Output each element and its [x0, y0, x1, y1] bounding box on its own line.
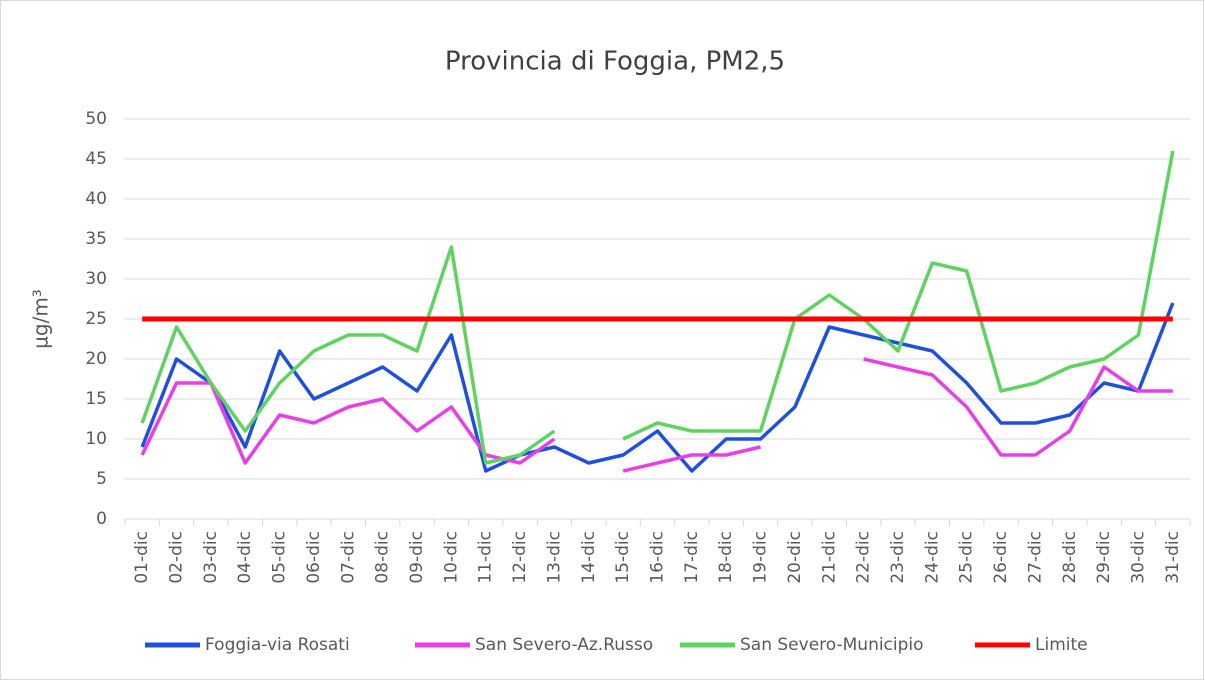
series-line [140, 302, 1175, 473]
x-tick-label: 04-dic [235, 531, 255, 584]
y-tick-label: 50 [85, 109, 107, 129]
y-tick-label: 45 [85, 149, 107, 169]
y-tick-label: 20 [85, 349, 107, 369]
x-tick-label: 14-dic [579, 531, 599, 584]
y-tick-label: 15 [85, 389, 107, 409]
chart-title: Provincia di Foggia, PM2,5 [445, 47, 785, 77]
x-tick-label: 30-dic [1128, 531, 1148, 584]
series-line [140, 150, 1175, 465]
x-tick-label: 23-dic [888, 531, 908, 584]
legend-label: San Severo-Az.Russo [475, 635, 653, 655]
x-tick-label: 06-dic [304, 531, 324, 584]
legend-label: Foggia-via Rosati [205, 635, 350, 655]
y-tick-label: 0 [96, 509, 107, 529]
x-tick-label: 26-dic [991, 531, 1011, 584]
y-axis-label: µg/m³ [29, 289, 53, 349]
x-tick-label: 31-dic [1163, 531, 1183, 584]
x-tick-label: 10-dic [441, 531, 461, 584]
legend-label: San Severo-Municipio [740, 635, 924, 655]
x-tick-label: 11-dic [476, 531, 496, 584]
y-tick-label: 5 [96, 469, 107, 489]
x-tick-label: 03-dic [201, 531, 221, 584]
x-tick-label: 18-dic [716, 531, 736, 584]
x-tick-label: 24-dic [922, 531, 942, 584]
x-tick-label: 02-dic [167, 531, 187, 584]
x-tick-label: 15-dic [613, 531, 633, 584]
x-tick-label: 28-dic [1060, 531, 1080, 584]
x-tick-label: 16-dic [648, 531, 668, 584]
x-tick-label: 27-dic [1025, 531, 1045, 584]
x-tick-label: 17-dic [682, 531, 702, 584]
x-tick-label: 07-dic [338, 531, 358, 584]
x-tick-label: 12-dic [510, 531, 530, 584]
x-tick-label: 19-dic [751, 531, 771, 584]
x-tick-label: 09-dic [407, 531, 427, 584]
x-tick-label: 20-dic [785, 531, 805, 584]
y-tick-label: 25 [85, 309, 107, 329]
x-tick-label: 25-dic [957, 531, 977, 584]
y-tick-label: 35 [85, 229, 107, 249]
x-tick-label: 29-dic [1094, 531, 1114, 584]
legend-label: Limite [1035, 635, 1088, 655]
x-tick-label: 01-dic [132, 531, 152, 584]
y-tick-label: 40 [85, 189, 107, 209]
x-tick-label: 22-dic [854, 531, 874, 584]
x-tick-label: 08-dic [373, 531, 393, 584]
x-tick-label: 05-dic [270, 531, 290, 584]
x-tick-label: 13-dic [544, 531, 564, 584]
x-tick-label: 21-dic [819, 531, 839, 584]
y-tick-label: 10 [85, 429, 107, 449]
y-tick-label: 30 [85, 269, 107, 289]
